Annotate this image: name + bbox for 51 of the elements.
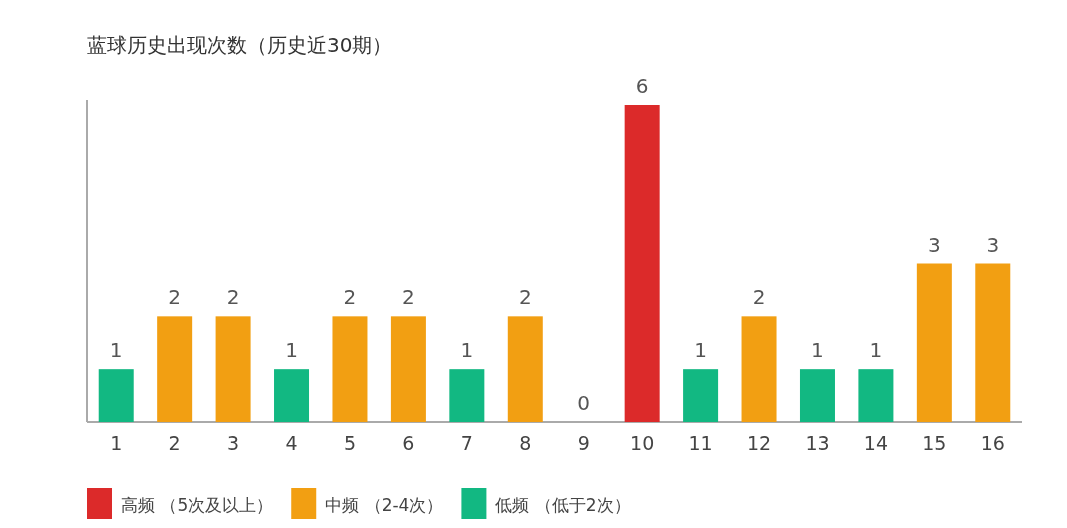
x-tick-label: 8 — [519, 432, 532, 454]
data-label: 3 — [927, 232, 941, 257]
bar — [390, 316, 426, 422]
bar — [157, 316, 193, 422]
data-label: 1 — [109, 338, 123, 363]
x-tick-label: 11 — [688, 432, 713, 454]
x-tick-label: 14 — [863, 432, 888, 454]
x-tick-label: 3 — [227, 432, 240, 454]
x-tick-label: 12 — [746, 432, 772, 454]
bar — [683, 369, 719, 422]
x-tick-label: 1 — [110, 432, 123, 454]
bar — [507, 316, 543, 422]
bar — [332, 316, 368, 422]
bar — [215, 316, 251, 422]
x-tick-label: 5 — [343, 432, 357, 454]
legend-label: 中频 （2-4次） — [325, 495, 444, 515]
data-label: 1 — [285, 338, 298, 363]
legend-label: 低频 （低于2次） — [495, 495, 631, 515]
x-tick-label: 4 — [285, 432, 298, 454]
bar — [98, 369, 134, 422]
data-label: 2 — [402, 285, 415, 310]
bar — [916, 263, 952, 422]
data-label: 0 — [577, 391, 591, 415]
data-label: 1 — [460, 338, 474, 363]
chart-title: 蓝球历史出现次数（历史近30期） — [87, 33, 393, 57]
bar — [449, 369, 485, 422]
legend-label: 高频 （5次及以上） — [121, 495, 274, 515]
bar — [799, 369, 835, 422]
data-label: 1 — [869, 338, 883, 363]
data-label: 3 — [986, 232, 1000, 257]
bar — [975, 263, 1011, 422]
data-label: 2 — [518, 285, 532, 310]
bar — [741, 316, 777, 422]
bar — [624, 105, 660, 422]
bar — [858, 369, 894, 422]
data-label: 1 — [694, 338, 707, 363]
data-label: 1 — [811, 338, 824, 363]
data-label: 2 — [226, 285, 240, 310]
x-tick-label: 6 — [402, 432, 415, 454]
data-label: 2 — [343, 285, 357, 310]
x-tick-label: 10 — [630, 432, 655, 454]
x-tick-label: 7 — [460, 432, 473, 454]
x-tick-label: 15 — [922, 432, 947, 454]
bar — [274, 369, 310, 422]
x-tick-label: 16 — [980, 432, 1005, 454]
x-tick-label: 2 — [168, 432, 181, 454]
data-label: 2 — [752, 285, 766, 310]
x-tick-label: 13 — [805, 432, 830, 454]
x-tick-label: 9 — [577, 432, 590, 454]
data-label: 2 — [168, 285, 182, 310]
data-label: 6 — [635, 74, 649, 98]
